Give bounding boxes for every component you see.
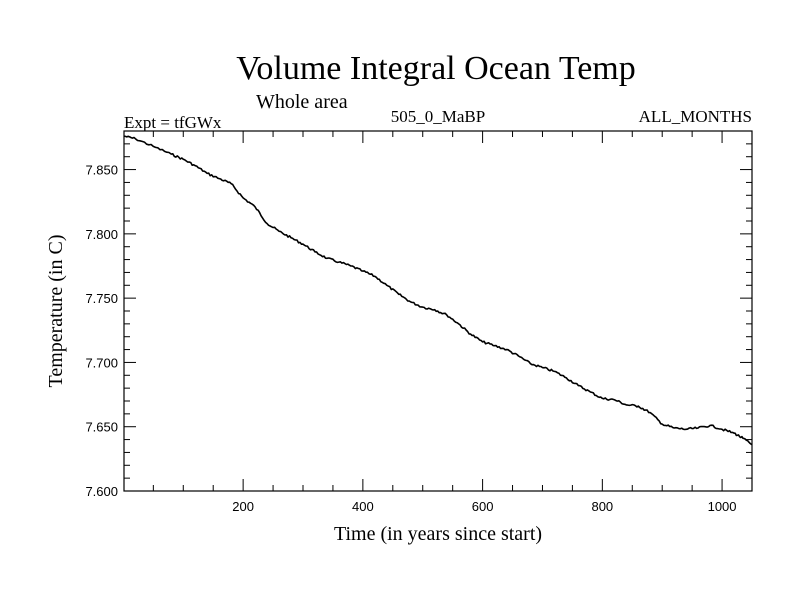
x-tick-label: 600 — [472, 499, 494, 514]
months-label: ALL_MONTHS — [639, 107, 752, 126]
y-tick-label: 7.700 — [85, 355, 118, 370]
axis-ticks: 200 400 600 800 1000 7.600 7.650 7.700 7.750 7.80… — [85, 130, 753, 514]
x-tick-label: 800 — [591, 499, 613, 514]
y-tick-label: 7.650 — [85, 420, 118, 435]
y-tick-label: 7.850 — [85, 163, 118, 178]
y-axis-label: Temperature (in C) — [45, 235, 67, 388]
chart-subtitle: Whole area — [256, 91, 348, 113]
x-tick-label: 400 — [352, 499, 374, 514]
period-label: 505_0_MaBP — [391, 107, 485, 126]
x-axis-label: Time (in years since start) — [334, 523, 542, 545]
series-group — [123, 135, 753, 446]
series-line — [123, 135, 753, 446]
y-tick-label: 7.750 — [85, 291, 118, 306]
experiment-label: Expt = tfGWx — [124, 113, 222, 132]
x-tick-label: 1000 — [708, 499, 737, 514]
chart-title: Volume Integral Ocean Temp — [236, 50, 636, 87]
y-tick-label: 7.800 — [85, 227, 118, 242]
x-tick-label: 200 — [232, 499, 254, 514]
y-tick-label: 7.600 — [85, 484, 118, 499]
